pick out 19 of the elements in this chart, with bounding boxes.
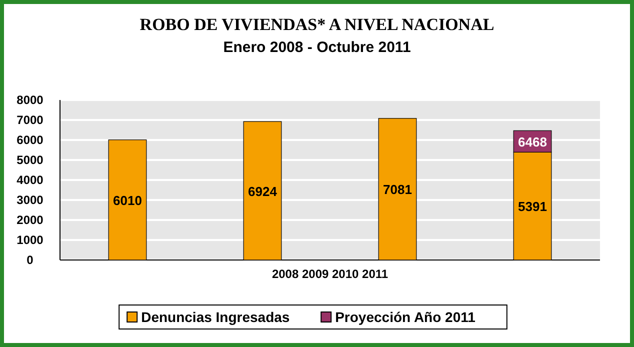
data-label: 7081 (383, 182, 412, 198)
x-axis-title: 2008 2009 2010 2011 (272, 267, 388, 281)
data-label: 6924 (248, 184, 278, 199)
data-label: 5391 (518, 199, 547, 214)
y-tick-label: 3000 (16, 193, 44, 207)
total-label: 6468 (518, 134, 547, 150)
y-tick-label: 8000 (16, 93, 44, 107)
y-tick-label: 1000 (16, 233, 44, 247)
y-tick-label: 6000 (16, 133, 44, 147)
chart-title: ROBO DE VIVIENDAS* A NIVEL NACIONAL (140, 15, 494, 34)
legend-label: Proyección Año 2011 (335, 309, 476, 325)
y-tick-label: 5000 (16, 153, 44, 167)
y-tick-label: 7000 (16, 113, 44, 127)
y-tick-label: 4000 (16, 173, 44, 187)
legend-label: Denuncias Ingresadas (141, 309, 290, 325)
chart-subtitle: Enero 2008 - Octubre 2011 (223, 39, 411, 56)
data-label: 6010 (113, 192, 142, 208)
y-tick-label: 0 (26, 253, 34, 267)
y-tick-label: 2000 (16, 213, 44, 227)
